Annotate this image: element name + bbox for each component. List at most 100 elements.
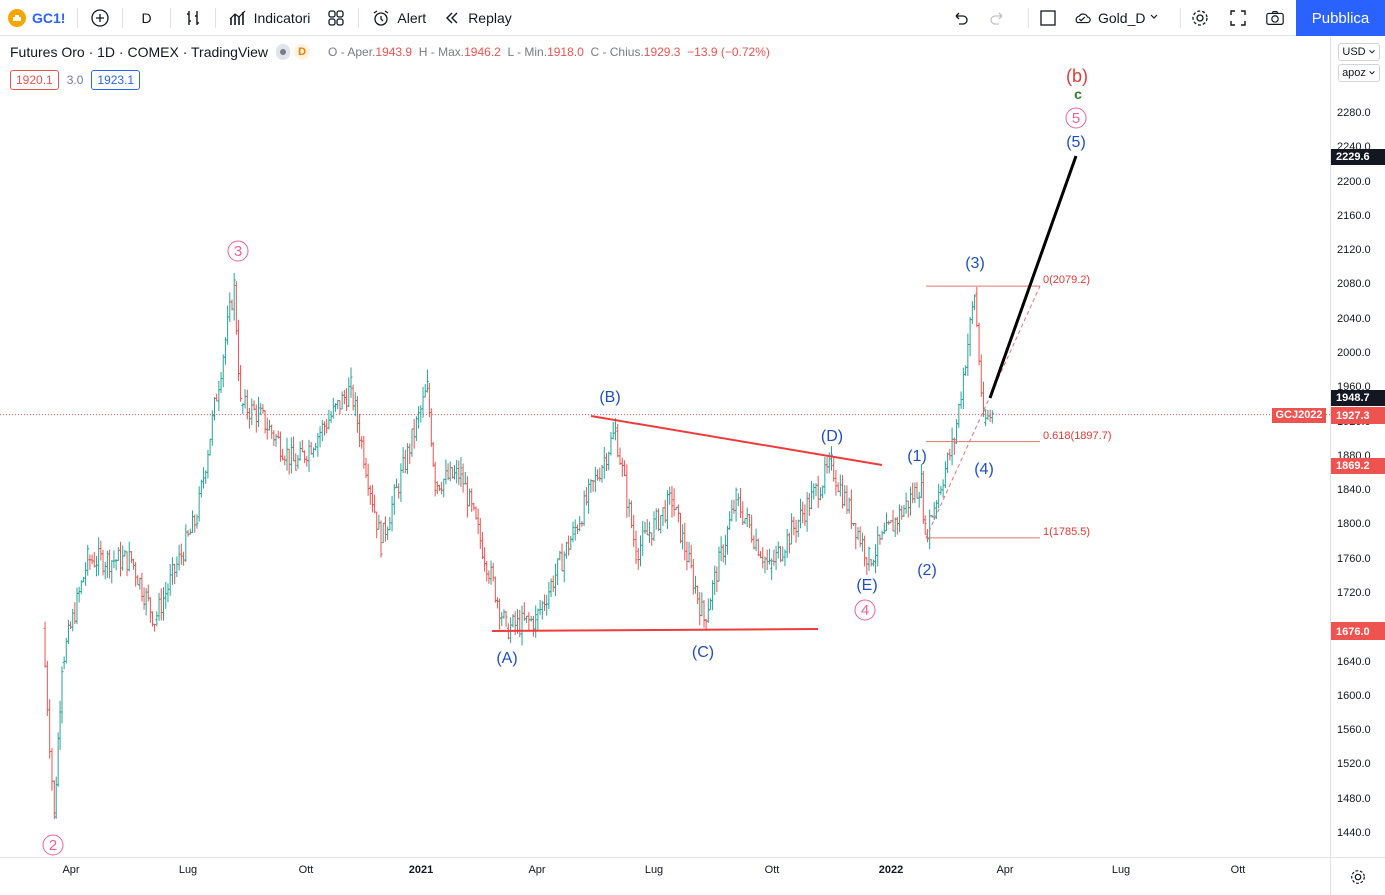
publish-button[interactable]: Pubblica bbox=[1296, 0, 1385, 36]
time-tick: 2022 bbox=[878, 864, 904, 876]
wave-label-1: (1) bbox=[907, 448, 927, 465]
undo-icon bbox=[950, 8, 970, 28]
open-value: 1943.9 bbox=[375, 45, 413, 59]
bid-ask-panel: 1920.1 3.0 1923.1 bbox=[10, 70, 141, 90]
time-tick: Ott bbox=[764, 864, 780, 876]
add-symbol-button[interactable] bbox=[82, 0, 118, 36]
chevron-down-icon bbox=[1149, 9, 1159, 27]
scale-mode-label: apoz bbox=[1342, 67, 1366, 79]
alarm-clock-icon bbox=[371, 8, 391, 28]
time-tick: Ott bbox=[1230, 864, 1246, 876]
time-tick: 2021 bbox=[408, 864, 434, 876]
divider bbox=[1180, 8, 1181, 28]
wave-label-4: (4) bbox=[974, 461, 994, 478]
wave-label-3: (3) bbox=[965, 255, 985, 272]
undo-button[interactable] bbox=[950, 0, 970, 36]
currency-selector[interactable]: USD bbox=[1338, 43, 1380, 61]
time-axis[interactable]: Apr Lug Ott 2021 Apr Lug Ott 2022 Apr Lug Ott bbox=[0, 857, 1330, 895]
wave-label-A: (A) bbox=[496, 650, 517, 667]
gold-coin-icon bbox=[8, 8, 26, 27]
interval-button[interactable]: D bbox=[127, 0, 165, 36]
legend-title: Futures Oro · 1D · COMEX · TradingView bbox=[10, 44, 269, 60]
low-label: L - Min. bbox=[507, 45, 548, 59]
chart-type-button[interactable] bbox=[175, 0, 211, 36]
price-tag: 1676.0 bbox=[1331, 623, 1385, 640]
indicators-button[interactable]: Indicatori bbox=[220, 0, 319, 36]
chart-pane[interactable]: (A) (B) (C) (D) (E) (1) (2) (3) (4) (5) 2 3 4 5 (b) c 0(… bbox=[0, 37, 1330, 857]
price-tick: 2200.0 bbox=[1337, 175, 1371, 188]
price-tick: 2080.0 bbox=[1337, 278, 1371, 291]
wave-label-C: (C) bbox=[692, 644, 714, 661]
currency-label: USD bbox=[1342, 46, 1366, 58]
price-tick: 1800.0 bbox=[1337, 518, 1371, 531]
camera-icon bbox=[1265, 8, 1285, 28]
wave-label-E: (E) bbox=[856, 577, 877, 594]
ask-price[interactable]: 1923.1 bbox=[91, 70, 141, 90]
layout-button[interactable]: Gold_D bbox=[1072, 0, 1159, 36]
wave-label-circled-5-circle bbox=[1065, 107, 1087, 129]
triangle-lower-trendline bbox=[491, 628, 819, 632]
price-tick: 1640.0 bbox=[1337, 655, 1371, 668]
chart-canvas[interactable]: (A) (B) (C) (D) (E) (1) (2) (3) (4) (5) 2 3 4 5 (b)c 0(… bbox=[0, 37, 1330, 857]
snapshot-button[interactable] bbox=[1265, 0, 1285, 36]
alert-button[interactable]: Alert bbox=[363, 0, 434, 36]
indicators-icon bbox=[228, 8, 248, 28]
fib-label-1: 1(1785.5) bbox=[1043, 526, 1090, 538]
close-value: 1929.3 bbox=[643, 45, 681, 59]
templates-button[interactable] bbox=[318, 0, 354, 36]
chevron-down-icon bbox=[1368, 50, 1375, 54]
close-label: C - Chius. bbox=[590, 45, 644, 59]
bar-chart-icon bbox=[183, 8, 203, 28]
wave-label-circled-4: 4 bbox=[861, 602, 869, 619]
price-tick: 1760.0 bbox=[1337, 552, 1371, 565]
fullscreen-button[interactable] bbox=[1228, 0, 1248, 36]
divider bbox=[77, 7, 79, 28]
redo-button[interactable] bbox=[988, 0, 1008, 36]
chart-legend: Futures Oro · 1D · COMEX · TradingView D… bbox=[10, 44, 770, 60]
price-tick: 1560.0 bbox=[1337, 724, 1371, 737]
time-tick: Lug bbox=[178, 864, 198, 876]
time-tick: Lug bbox=[1111, 864, 1131, 876]
high-label: H - Max. bbox=[418, 45, 465, 59]
chart-settings-corner[interactable] bbox=[1330, 857, 1385, 895]
scale-mode-selector[interactable]: apoz bbox=[1338, 64, 1380, 82]
wave-5-projection-line bbox=[988, 155, 1078, 399]
divider bbox=[169, 7, 171, 28]
fib-label-0: 0(2079.2) bbox=[1043, 274, 1090, 286]
divider bbox=[358, 7, 360, 28]
layout-name: Gold_D bbox=[1098, 10, 1146, 26]
time-tick: Apr bbox=[996, 864, 1014, 876]
symbol-price-tag: GCJ2022 bbox=[1272, 407, 1326, 423]
open-label: O - Aper. bbox=[328, 45, 376, 59]
fib-label-0618: 0.618(1897.7) bbox=[1043, 430, 1112, 442]
symbol-search-button[interactable]: GC1! bbox=[0, 0, 73, 36]
price-tag: 1869.2 bbox=[1331, 458, 1385, 475]
delayed-badge[interactable]: D bbox=[294, 44, 311, 60]
price-tick: 1840.0 bbox=[1337, 484, 1371, 497]
price-tick: 1480.0 bbox=[1337, 792, 1371, 805]
indicators-label: Indicatori bbox=[253, 9, 311, 26]
cloud-icon bbox=[1072, 8, 1092, 28]
high-value: 1946.2 bbox=[464, 45, 501, 59]
price-tick: 2120.0 bbox=[1337, 244, 1371, 257]
wave-label-c: c bbox=[1074, 86, 1082, 102]
wave-label-circled-3: 3 bbox=[234, 243, 242, 260]
divider bbox=[122, 7, 124, 28]
fullscreen-select-button[interactable] bbox=[1038, 0, 1058, 36]
grid-icon bbox=[326, 8, 346, 28]
replay-button[interactable]: Replay bbox=[434, 0, 520, 36]
settings-button[interactable] bbox=[1190, 0, 1210, 36]
time-tick: Apr bbox=[528, 864, 546, 876]
wave-label-circled-2-circle bbox=[42, 834, 64, 856]
alert-label: Alert bbox=[397, 9, 427, 26]
low-value: 1918.0 bbox=[547, 45, 584, 59]
wave-label-circled-3-circle bbox=[227, 240, 249, 262]
wave-label-circled-4-circle bbox=[854, 599, 876, 621]
price-axis[interactable]: 2280.0 2240.0 2200.0 2160.0 2120.0 2080.0 2040… bbox=[1330, 37, 1385, 857]
visibility-dot-icon[interactable] bbox=[276, 44, 291, 60]
price-tick: 1520.0 bbox=[1337, 758, 1371, 771]
bid-price[interactable]: 1920.1 bbox=[10, 70, 59, 90]
time-tick: Lug bbox=[644, 864, 664, 876]
wave-label-circled-5: 5 bbox=[1072, 110, 1080, 127]
